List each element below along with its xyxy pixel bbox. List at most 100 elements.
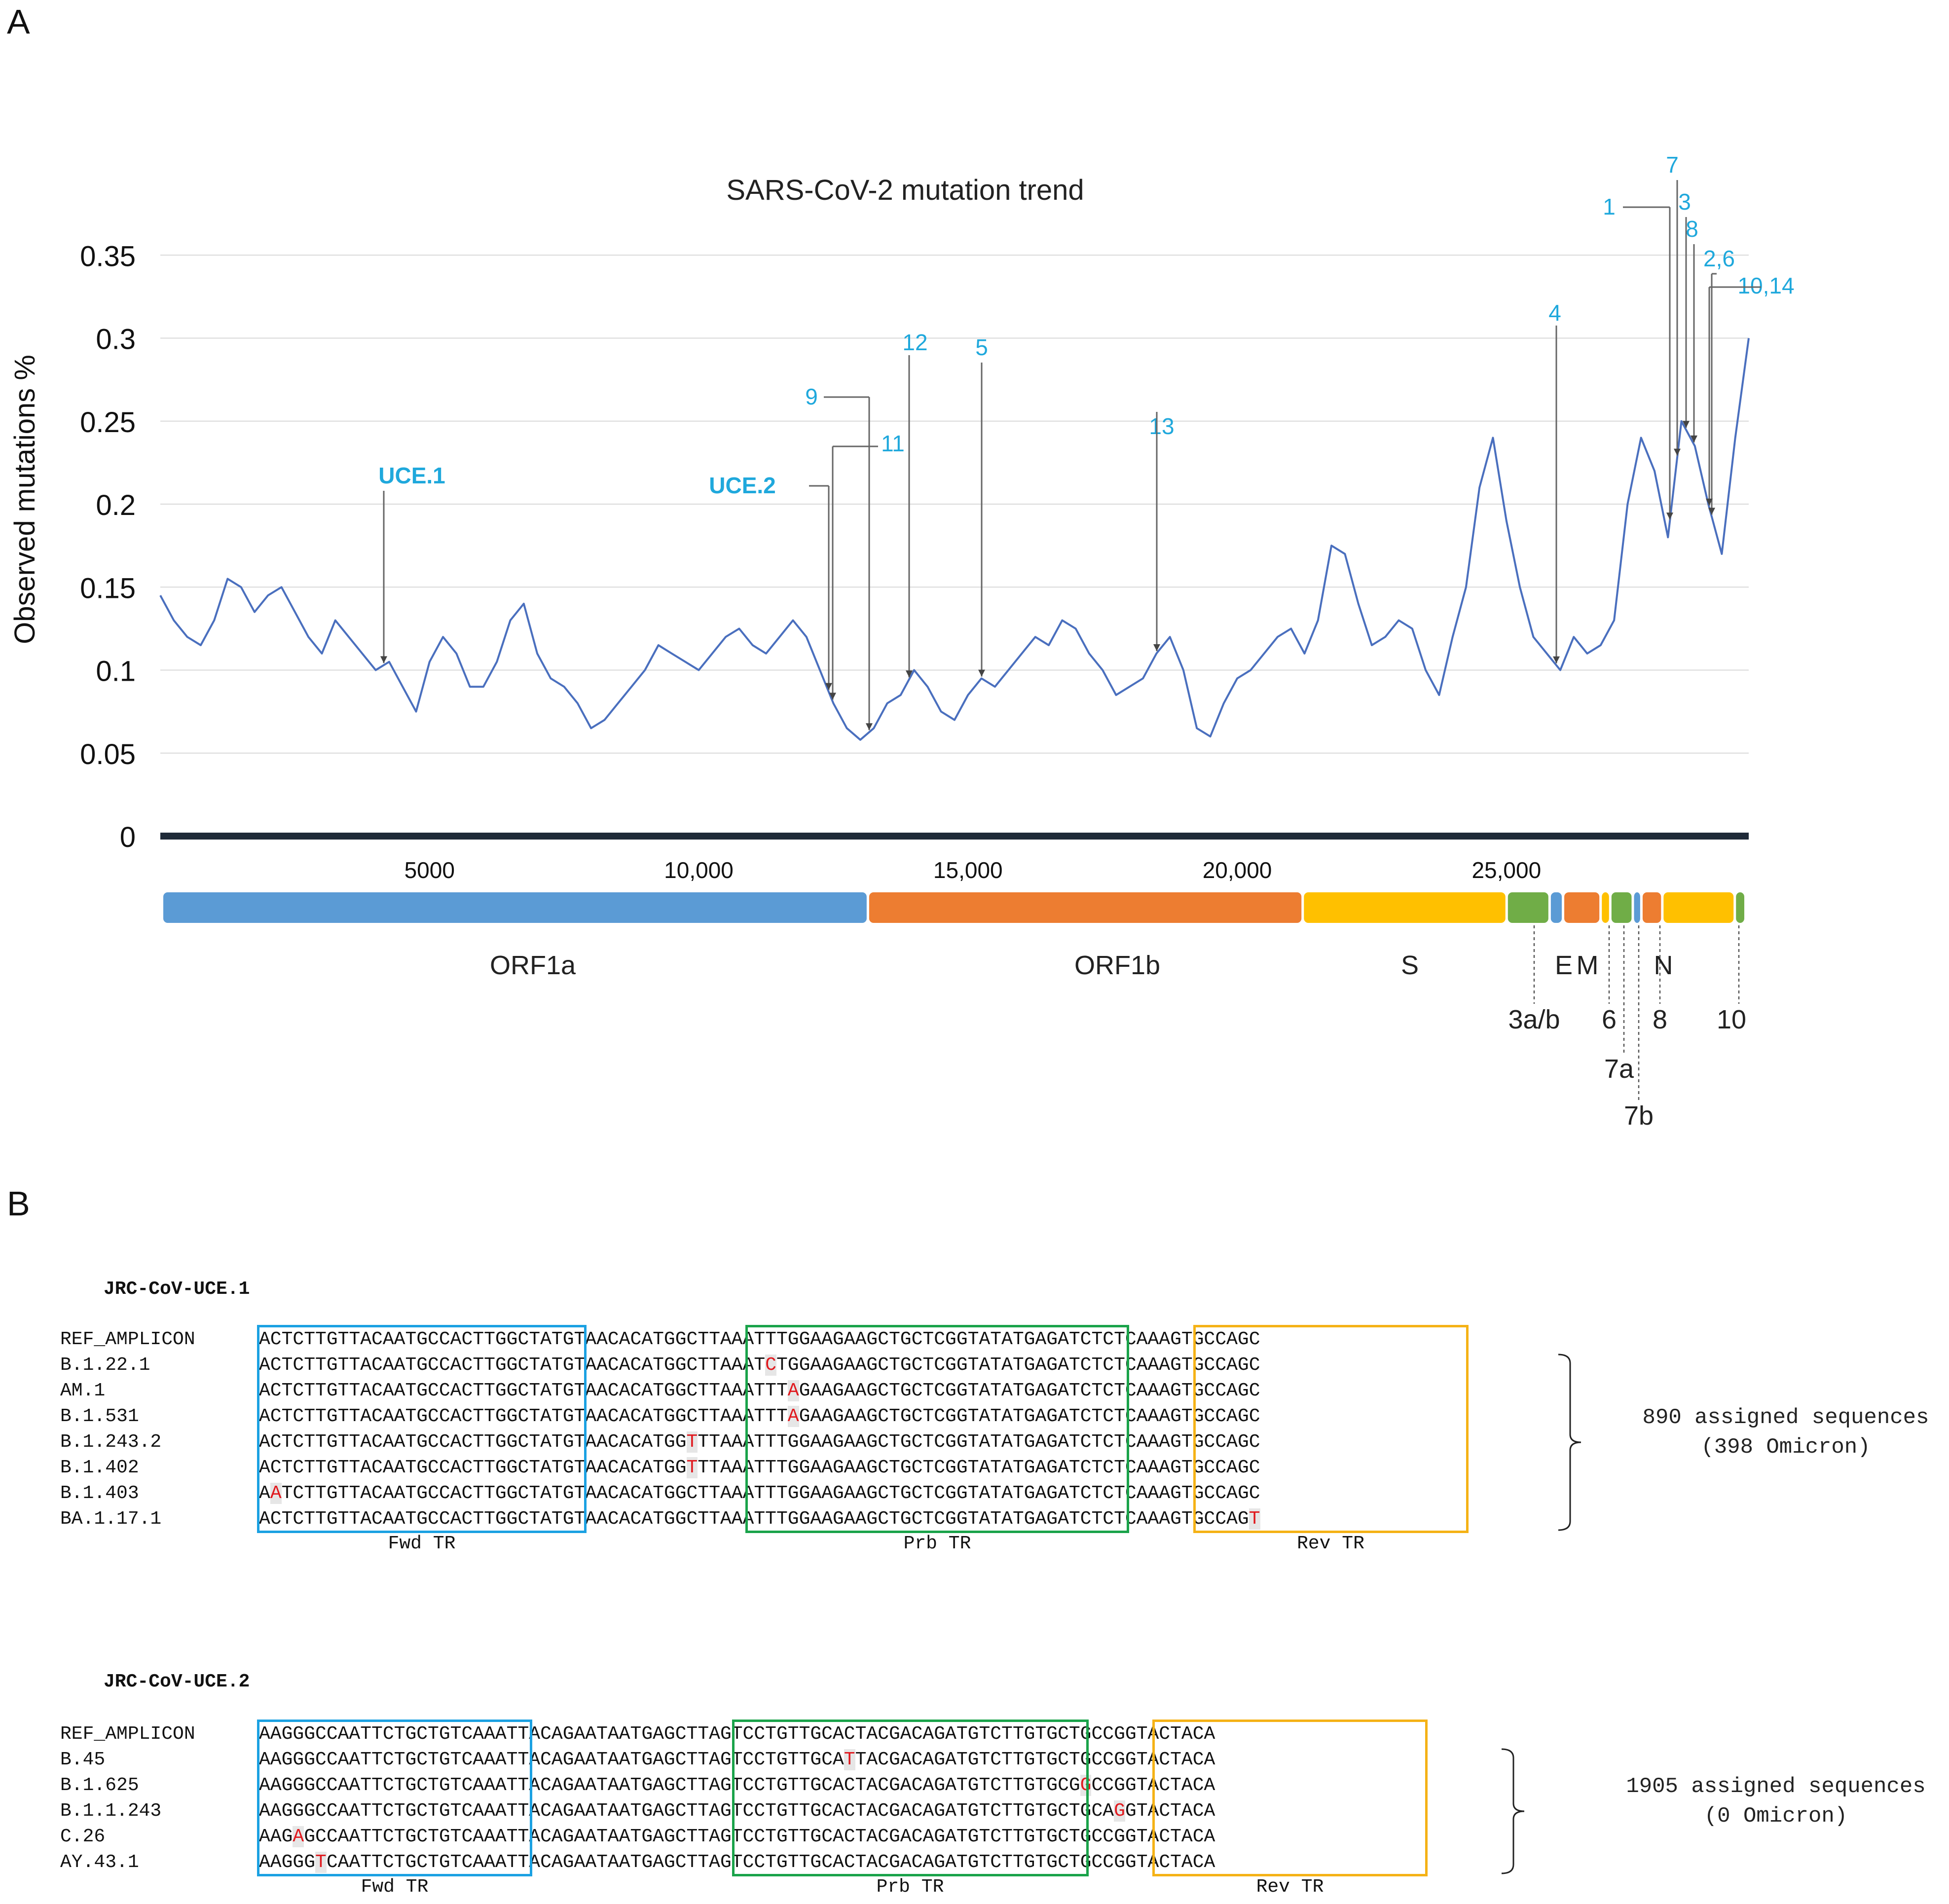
- lineage-name: REF_AMPLICON: [60, 1723, 195, 1745]
- alignment-row: AM.1 ACTCTTGTTACAATGCCACTTGGCTATGTAACACAT…: [60, 1378, 1260, 1404]
- alignment-title: JRC-CoV-UCE.1: [104, 1279, 250, 1300]
- alignment-row: BA.1.17.1 ACTCTTGTTACAATGCCACTTGGCTATGTAA…: [60, 1506, 1260, 1532]
- region-label: Prb TR: [876, 1876, 944, 1898]
- annotation-label: 7: [1666, 152, 1679, 178]
- mutation-highlight: T: [1249, 1508, 1260, 1530]
- alignment-uce2: JRC-CoV-UCE.2 REF_AMPLICON AAGGGCCAATTCTG…: [0, 1667, 1949, 1904]
- annotation-arrowhead: [1708, 508, 1715, 515]
- alignment-row: C.26 AAGAGCCAATTCTGCTGTCAAATTACAGAATAATGA…: [60, 1824, 1215, 1850]
- genome-segment-n: [1662, 891, 1735, 924]
- sequence: ACTCTTGTTACAATGCCACTTGGCTATGTAACACATGGCT…: [259, 1355, 1260, 1376]
- genome-label: 7a: [1604, 1054, 1634, 1084]
- genome-segment-6: [1601, 891, 1610, 924]
- lineage-name: C.26: [60, 1826, 106, 1847]
- sequence: AAGGGCCAATTCTGCTGTCAAATTACAGAATAATGAGCTT…: [259, 1749, 1215, 1770]
- mutation-highlight: T: [315, 1852, 327, 1873]
- mutation-highlight: T: [686, 1431, 698, 1453]
- annotation-arrowhead: [866, 723, 873, 731]
- region-label: Fwd TR: [361, 1876, 429, 1898]
- genome-segment-8: [1641, 891, 1662, 924]
- sequence: ACTCTTGTTACAATGCCACTTGGCTATGTAACACATGGTT…: [259, 1457, 1260, 1478]
- y-axis-label: Observed mutations %: [9, 355, 41, 644]
- alignment-row: B.1.531 ACTCTTGTTACAATGCCACTTGGCTATGTAACA…: [60, 1404, 1260, 1429]
- panel-label-b: B: [7, 1184, 30, 1223]
- annotation-arrowhead: [1674, 448, 1681, 456]
- annotation-label: 2,6: [1703, 246, 1735, 271]
- annotation-arrowhead: [1683, 421, 1690, 428]
- annotation-label: 10,14: [1737, 273, 1794, 298]
- lineage-name: AY.43.1: [60, 1852, 139, 1873]
- mutation-highlight: A: [293, 1826, 304, 1847]
- region-box-prb-tr: [732, 1720, 1089, 1876]
- region-box-prb-tr: [745, 1325, 1129, 1533]
- lineage-name: AM.1: [60, 1380, 106, 1401]
- sequence: ACTCTTGTTACAATGCCACTTGGCTATGTAACACATGGCT…: [259, 1508, 1260, 1530]
- genome-segment-7a: [1610, 891, 1633, 924]
- y-tick-label: 0.3: [96, 324, 136, 356]
- brace: [1558, 1354, 1581, 1531]
- annotation-arrowhead: [380, 656, 387, 663]
- genome-label: 10: [1717, 1005, 1746, 1034]
- genome-label: E: [1555, 951, 1573, 980]
- genome-segment-e: [1549, 891, 1563, 924]
- alignment-row: B.1.402 ACTCTTGTTACAATGCCACTTGGCTATGTAACA…: [60, 1455, 1260, 1481]
- lineage-name: B.45: [60, 1749, 106, 1770]
- brace: [1501, 1748, 1525, 1874]
- y-tick-label: 0.15: [80, 572, 136, 604]
- y-tick-label: 0.1: [96, 656, 136, 688]
- genome-label: ORF1b: [1074, 951, 1160, 980]
- lineage-name: B.1.243.2: [60, 1431, 162, 1453]
- region-box-rev-tr: [1193, 1325, 1469, 1533]
- lineage-name: REF_AMPLICON: [60, 1329, 195, 1350]
- alignment-row: B.1.243.2 ACTCTTGTTACAATGCCACTTGGCTATGTAA…: [60, 1429, 1260, 1455]
- sequence: ACTCTTGTTACAATGCCACTTGGCTATGTAACACATGGCT…: [259, 1406, 1260, 1427]
- region-box-rev-tr: [1152, 1720, 1428, 1876]
- annotation-label: 4: [1548, 300, 1561, 326]
- y-tick-label: 0: [120, 821, 136, 853]
- annotation-arrowhead: [1691, 435, 1697, 442]
- summary-count: 1905 assigned sequences: [1626, 1774, 1926, 1799]
- genome-label: 6: [1602, 1005, 1617, 1034]
- brace-path: [1501, 1748, 1525, 1874]
- alignment-row: B.1.22.1 ACTCTTGTTACAATGCCACTTGGCTATGTAAC…: [60, 1353, 1260, 1378]
- x-tick-label: 25,000: [1471, 857, 1541, 883]
- x-tick-label: 15,000: [933, 857, 1003, 883]
- genome-label: M: [1577, 951, 1599, 980]
- genome-label: N: [1654, 951, 1673, 980]
- region-label: Fwd TR: [388, 1533, 456, 1554]
- x-tick-label: 5000: [405, 857, 455, 883]
- annotation-label: UCE.1: [378, 463, 445, 488]
- chart-title: SARS-CoV-2 mutation trend: [726, 174, 1084, 206]
- lineage-name: BA.1.17.1: [60, 1508, 162, 1530]
- summary-omicron: (0 Omicron): [1704, 1804, 1848, 1829]
- alignment-uce1: JRC-CoV-UCE.1 REF_AMPLICON ACTCTTGTTACAAT…: [0, 1263, 1949, 1559]
- sequence: AAGGGCCAATTCTGCTGTCAAATTACAGAATAATGAGCTT…: [259, 1800, 1215, 1822]
- summary-count: 890 assigned sequences: [1642, 1405, 1929, 1430]
- lineage-name: B.1.403: [60, 1483, 139, 1504]
- assignment-summary: 890 assigned sequences (398 Omicron): [1623, 1403, 1949, 1462]
- brace-path: [1558, 1354, 1581, 1531]
- mutation-highlight: T: [686, 1457, 698, 1478]
- annotation-arrowhead: [1666, 513, 1673, 520]
- annotation-arrowhead: [1706, 498, 1713, 506]
- mutation-highlight: G: [1080, 1775, 1092, 1796]
- genome-label: ORF1a: [490, 951, 576, 980]
- genome-label: 7b: [1624, 1101, 1654, 1131]
- annotation-arrowhead: [1553, 656, 1560, 663]
- y-tick-label: 0.35: [80, 240, 136, 272]
- sequence: ACTCTTGTTACAATGCCACTTGGCTATGTAACACATGGCT…: [259, 1329, 1260, 1350]
- annotation-label: 8: [1686, 216, 1698, 242]
- region-label: Rev TR: [1297, 1533, 1364, 1554]
- lineage-name: B.1.1.243: [60, 1800, 162, 1822]
- alignment-row: B.45 AAGGGCCAATTCTGCTGTCAAATTACAGAATAATGA…: [60, 1747, 1215, 1773]
- annotation-label: UCE.2: [709, 473, 775, 498]
- annotation-label: 13: [1149, 413, 1174, 439]
- genome-segment-10: [1735, 891, 1746, 924]
- sequence: AAGGGTCAATTCTGCTGTCAAATTACAGAATAATGAGCTT…: [259, 1852, 1215, 1873]
- lineage-name: B.1.22.1: [60, 1355, 150, 1376]
- mutation-trend-chart: SARS-CoV-2 mutation trend 0 0.05 0.1 0.15 0.2…: [9, 152, 1795, 1131]
- genome-segment-s: [1303, 891, 1507, 924]
- region-label: Prb TR: [903, 1533, 971, 1554]
- annotation-label: 12: [902, 330, 927, 355]
